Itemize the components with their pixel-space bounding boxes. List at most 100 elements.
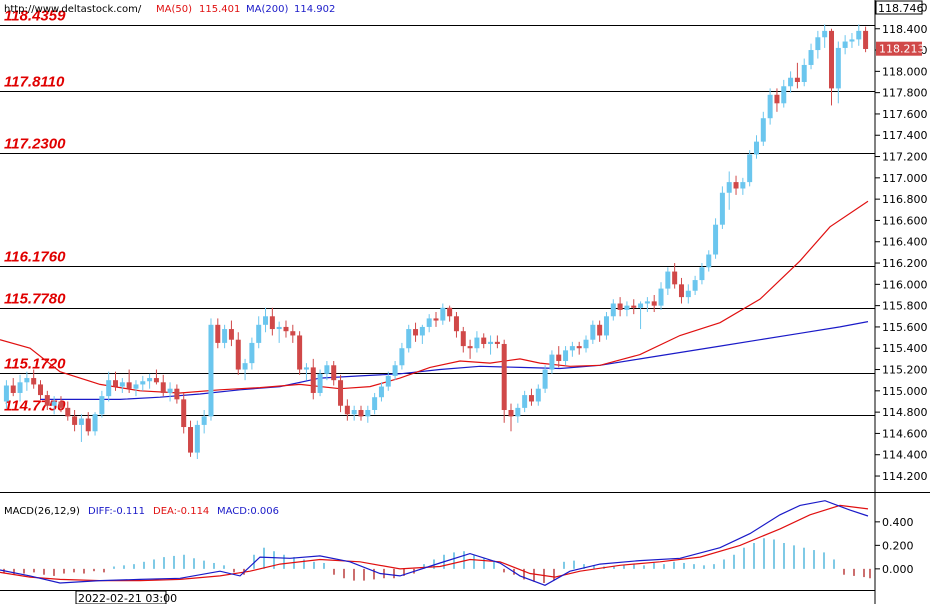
candle <box>719 186 725 229</box>
candle-body <box>99 396 105 415</box>
candle <box>188 420 194 457</box>
price-tick-label: 114.400 <box>882 449 928 462</box>
candle-body <box>474 337 480 349</box>
candle <box>78 414 84 442</box>
candle-body <box>767 94 773 119</box>
price-tick-label: 116.200 <box>882 257 928 270</box>
candle <box>535 384 541 406</box>
candle-body <box>51 401 57 406</box>
candle <box>767 88 773 125</box>
candle <box>181 392 187 434</box>
candle <box>685 284 691 304</box>
source-url[interactable]: http://www.deltastock.com/ <box>4 4 142 15</box>
candle <box>194 420 200 459</box>
candle-body <box>535 388 541 402</box>
candle <box>528 388 534 406</box>
candle-body <box>801 64 807 82</box>
candle <box>549 350 555 374</box>
candle-body <box>399 348 405 366</box>
candle <box>290 324 296 343</box>
macd-tick-label: 0.200 <box>882 539 914 552</box>
candle <box>522 390 528 413</box>
candle-body <box>644 301 650 304</box>
candle <box>726 171 732 210</box>
candle-body <box>815 37 821 51</box>
ma50-line <box>0 200 869 394</box>
last-price-value: 118.213 <box>879 43 925 56</box>
candle-body <box>3 385 9 402</box>
candle-body <box>781 86 787 104</box>
level-label: 115.7780 <box>4 291 66 308</box>
price-tick-label: 114.800 <box>882 406 928 419</box>
time-cursor-label: 2022-02-21 03:00 <box>78 592 177 604</box>
candle-body <box>413 329 419 336</box>
candle <box>678 277 684 304</box>
candle-body <box>44 395 50 406</box>
candle-body <box>453 316 459 332</box>
candle <box>453 312 459 338</box>
candle <box>378 382 384 402</box>
candle-body <box>726 182 732 193</box>
candle <box>276 321 282 343</box>
candle <box>488 335 494 355</box>
candle-body <box>658 288 664 306</box>
candle <box>324 361 330 381</box>
candle-body <box>440 307 446 321</box>
candle <box>51 396 57 415</box>
candle-body <box>167 388 173 393</box>
candle <box>863 26 869 53</box>
ma200-label: MA(200) <box>246 4 288 15</box>
candle <box>133 380 139 397</box>
candle <box>92 412 98 436</box>
candle <box>774 88 780 112</box>
candle <box>542 365 548 393</box>
candle-body <box>269 316 275 330</box>
price-tick-label: 118.400 <box>882 23 928 36</box>
macd-tick-label: 0.400 <box>882 516 914 529</box>
price-axis-ticks: 118.600118.400118.200118.000117.800117.6… <box>875 1 928 483</box>
candle <box>426 314 432 333</box>
candle <box>733 175 739 195</box>
candle <box>822 24 828 48</box>
candle-body <box>631 305 637 308</box>
candle-body <box>133 384 139 389</box>
candle-body <box>331 365 337 381</box>
candle <box>753 135 759 159</box>
candle-body <box>597 324 603 336</box>
candle <box>713 218 719 259</box>
candle <box>576 341 582 355</box>
candle-body <box>740 182 746 189</box>
macd-histogram <box>3 538 871 583</box>
level-label: 117.8110 <box>4 74 65 91</box>
candle-body <box>822 30 828 38</box>
high-price-marker-value: 118.746 <box>878 2 924 15</box>
candle-body <box>147 378 153 382</box>
candle-body <box>522 395 528 408</box>
candle-body <box>188 427 194 453</box>
candle-body <box>528 395 534 402</box>
candle <box>58 396 64 413</box>
ma200-line <box>40 321 869 400</box>
candle <box>569 341 575 357</box>
candle-body <box>303 367 309 370</box>
price-tick-label: 115.000 <box>882 385 928 398</box>
price-tick-label: 116.000 <box>882 278 928 291</box>
candle <box>624 301 630 317</box>
candle-body <box>719 192 725 225</box>
candle <box>706 250 712 272</box>
candle-body <box>460 331 466 347</box>
candle <box>740 177 746 195</box>
macd-value: MACD:0.006 <box>217 506 279 517</box>
candle-body <box>126 382 132 389</box>
candle <box>699 263 705 285</box>
candle <box>310 358 316 400</box>
ma50-value: 115.401 <box>199 4 240 15</box>
ma50-label: MA(50) <box>156 4 192 15</box>
candle <box>644 297 650 313</box>
candle-body <box>849 39 855 42</box>
price-tick-label: 116.800 <box>882 193 928 206</box>
candle-body <box>651 301 657 306</box>
candle-body <box>467 346 473 349</box>
candle <box>65 401 71 421</box>
candle <box>235 332 241 375</box>
